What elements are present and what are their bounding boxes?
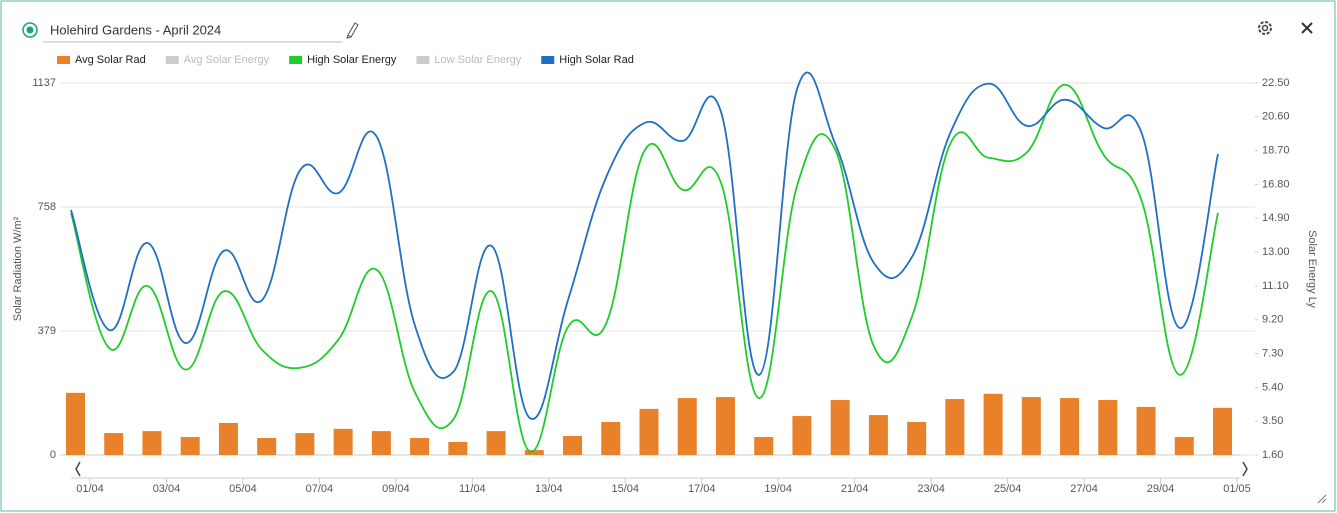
scroll-right[interactable]: [1242, 461, 1248, 477]
bar: [1098, 400, 1118, 455]
bar: [639, 408, 659, 455]
x-tick-label: 15/04: [612, 483, 640, 495]
legend-swatch: [416, 56, 430, 64]
radio-icon[interactable]: [22, 22, 38, 38]
bar: [601, 421, 621, 455]
line: [70, 83, 1219, 453]
y2-axis-label: Solar Energy Ly: [1306, 230, 1318, 308]
y2-tick-label: 11.10: [1262, 280, 1289, 292]
bar: [218, 422, 238, 455]
y2-tick-label: 22.50: [1262, 77, 1290, 89]
radio-dot: [26, 26, 34, 34]
x-tick-label: 27/04: [1070, 483, 1098, 495]
bar: [66, 392, 85, 455]
y2-tick-label: 3.50: [1262, 415, 1283, 427]
x-tick-label: 09/04: [382, 483, 410, 495]
bar: [1021, 397, 1041, 455]
y-tick-label: 758: [38, 201, 56, 213]
legend-label[interactable]: High Solar Energy: [307, 54, 397, 66]
y2-tick-label: 7.30: [1262, 347, 1283, 359]
bar: [524, 450, 544, 455]
x-tick-label: 01/05: [1223, 483, 1251, 495]
bar: [983, 393, 1003, 455]
y2-tick-label: 5.40: [1262, 381, 1283, 393]
scroll-left[interactable]: [75, 461, 81, 477]
x-tick-label: 29/04: [1147, 483, 1175, 495]
y-tick-label: 379: [38, 325, 56, 337]
y2-tick-label: 1.60: [1262, 449, 1283, 461]
bar: [1174, 437, 1194, 455]
y2-tick-label: 14.90: [1262, 212, 1290, 224]
bar: [563, 436, 583, 455]
x-tick-label: 25/04: [994, 483, 1022, 495]
settings-icon[interactable]: [1258, 21, 1272, 35]
y2-tick-label: 20.60: [1262, 111, 1290, 123]
y2-tick-label: 18.70: [1262, 145, 1290, 157]
x-tick-label: 17/04: [688, 483, 716, 495]
x-tick-label: 13/04: [535, 483, 563, 495]
bar: [142, 431, 162, 455]
bar: [180, 437, 200, 455]
legend-swatch: [57, 56, 70, 64]
legend-swatch: [165, 56, 179, 64]
x-tick-label: 23/04: [917, 483, 945, 495]
bar: [104, 433, 124, 455]
bar: [868, 415, 888, 455]
bar: [754, 437, 774, 455]
bar: [295, 433, 315, 455]
y2-tick-label: 9.20: [1262, 314, 1283, 326]
x-tick-label: 11/04: [459, 483, 486, 495]
bar: [486, 431, 506, 455]
close-icon[interactable]: [1301, 22, 1313, 34]
edit-icon[interactable]: [346, 22, 359, 39]
bar: [1213, 407, 1232, 455]
legend-swatch: [541, 56, 555, 64]
bar: [907, 421, 927, 455]
legend-label[interactable]: High Solar Rad: [559, 54, 634, 66]
y2-tick-label: 13.00: [1262, 246, 1290, 258]
bar: [945, 399, 965, 455]
bar: [792, 416, 812, 455]
widget-title[interactable]: Holehird Gardens - April 2024: [50, 22, 221, 37]
bar: [333, 428, 353, 455]
resize-handle[interactable]: [1317, 494, 1327, 504]
legend-swatch: [289, 56, 303, 64]
bar: [1136, 406, 1156, 455]
legend-label[interactable]: Low Solar Energy: [434, 54, 521, 66]
x-tick-label: 21/04: [841, 483, 869, 495]
y-axis-label: Solar Radiation W/m²: [12, 216, 24, 321]
y-tick-label: 1137: [32, 77, 56, 89]
x-tick-label: 19/04: [764, 483, 792, 495]
bar: [830, 400, 850, 455]
x-tick-label: 03/04: [153, 483, 181, 495]
bar: [257, 437, 277, 455]
line: [70, 71, 1219, 420]
bar: [448, 441, 468, 455]
bar: [715, 397, 735, 455]
x-tick-label: 05/04: [229, 483, 257, 495]
x-tick-label: 07/04: [306, 483, 334, 495]
x-tick-label: 01/04: [76, 483, 104, 495]
legend-label[interactable]: Avg Solar Energy: [184, 54, 270, 66]
y2-tick-label: 16.80: [1262, 178, 1290, 190]
bar: [371, 431, 391, 455]
bar: [677, 398, 697, 455]
y-tick-label: 0: [50, 449, 56, 461]
bar: [410, 437, 430, 455]
bar: [1060, 398, 1080, 455]
legend-label[interactable]: Avg Solar Rad: [75, 54, 146, 66]
